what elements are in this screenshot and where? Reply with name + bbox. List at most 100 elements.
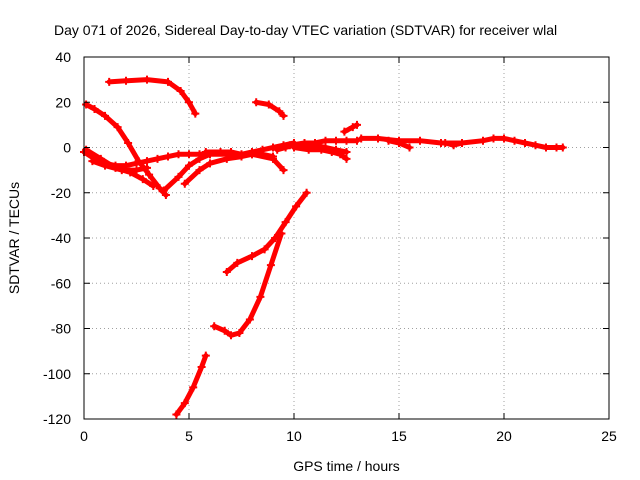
data-point xyxy=(558,143,567,152)
y-tick-label: -100 xyxy=(43,366,71,382)
data-point xyxy=(321,136,330,145)
data-point xyxy=(195,154,204,163)
data-point xyxy=(416,136,424,145)
data-point xyxy=(340,127,349,136)
x-tick-label: 20 xyxy=(496,428,512,444)
data-point xyxy=(317,145,326,154)
data-point xyxy=(279,166,288,175)
data-point xyxy=(88,157,97,166)
y-tick-label: 0 xyxy=(63,140,71,156)
series-sat-j xyxy=(224,190,310,275)
data-point xyxy=(248,148,256,157)
data-point xyxy=(479,136,487,145)
x-tick-label: 10 xyxy=(286,428,302,444)
y-axis-label: SDTVAR / TECUs xyxy=(6,182,22,294)
chart-title: Day 071 of 2026, Sidereal Day-to-day VTE… xyxy=(54,22,557,38)
data-point xyxy=(281,218,290,227)
data-point xyxy=(248,252,256,261)
data-point xyxy=(220,326,229,335)
data-point xyxy=(164,77,172,86)
data-point xyxy=(176,86,185,95)
data-point xyxy=(143,157,151,166)
data-point xyxy=(180,399,189,408)
data-point xyxy=(161,191,170,200)
data-point xyxy=(222,154,231,163)
data-point xyxy=(195,166,204,175)
data-point xyxy=(266,261,275,270)
data-point xyxy=(132,159,141,168)
data-point xyxy=(405,143,414,152)
data-point xyxy=(258,145,267,154)
data-point xyxy=(542,143,550,152)
data-point xyxy=(521,138,529,147)
data-point xyxy=(395,138,403,147)
data-point xyxy=(348,123,357,132)
data-point xyxy=(237,150,246,159)
axis-ticks: 0 5 10 15 20 25 -120 -100 -80 -60 -40 -20 0 20 40 xyxy=(43,49,617,444)
data-point xyxy=(264,100,273,109)
data-point xyxy=(245,315,254,324)
data-point xyxy=(191,109,200,118)
data-point xyxy=(256,292,265,301)
data-point xyxy=(342,136,351,145)
data-point xyxy=(342,148,351,157)
data-point xyxy=(252,98,261,107)
data-point xyxy=(273,145,282,154)
data-point xyxy=(292,202,301,211)
x-tick-label: 0 xyxy=(80,428,88,444)
data-point xyxy=(210,322,219,331)
data-point xyxy=(235,329,244,338)
data-point xyxy=(222,267,231,276)
data-point xyxy=(143,163,151,172)
data-point xyxy=(174,150,183,159)
x-axis-label: GPS time / hours xyxy=(293,458,400,474)
series-sat-i xyxy=(253,99,286,119)
data-point xyxy=(449,141,458,150)
data-point xyxy=(174,172,183,181)
data-point xyxy=(159,186,168,195)
data-point xyxy=(531,141,540,150)
data-point xyxy=(510,136,519,145)
data-point xyxy=(185,161,193,170)
data-point xyxy=(300,138,309,147)
data-point xyxy=(143,75,151,84)
x-tick-label: 15 xyxy=(391,428,407,444)
data-point xyxy=(101,161,109,170)
x-tick-label: 5 xyxy=(185,428,193,444)
data-point xyxy=(302,188,311,197)
y-tick-label: -20 xyxy=(51,185,71,201)
series-group xyxy=(80,75,567,419)
y-tick-label: -40 xyxy=(51,230,71,246)
data-point xyxy=(164,152,172,161)
data-point xyxy=(275,107,284,116)
data-point xyxy=(384,136,393,145)
data-point xyxy=(374,134,382,143)
data-point xyxy=(206,159,214,168)
data-point xyxy=(124,138,133,147)
y-tick-label: 20 xyxy=(55,94,71,110)
plot-area-border xyxy=(83,56,610,420)
data-point xyxy=(145,170,154,179)
data-point xyxy=(342,154,351,163)
data-point xyxy=(201,148,210,157)
y-tick-label: -60 xyxy=(51,275,71,291)
data-point xyxy=(353,136,361,145)
data-point xyxy=(336,150,345,159)
data-point xyxy=(311,138,319,147)
data-point xyxy=(185,150,193,159)
data-point xyxy=(489,134,498,143)
data-point xyxy=(216,148,225,157)
data-point xyxy=(172,410,181,419)
data-point xyxy=(185,98,193,107)
data-point xyxy=(260,245,269,254)
data-point xyxy=(269,143,277,152)
grid xyxy=(84,57,609,419)
data-point xyxy=(122,76,130,85)
data-point xyxy=(269,152,277,161)
data-point xyxy=(233,258,242,267)
data-point xyxy=(227,148,235,157)
data-point xyxy=(500,134,508,143)
data-point xyxy=(281,143,290,152)
data-point xyxy=(304,145,313,154)
